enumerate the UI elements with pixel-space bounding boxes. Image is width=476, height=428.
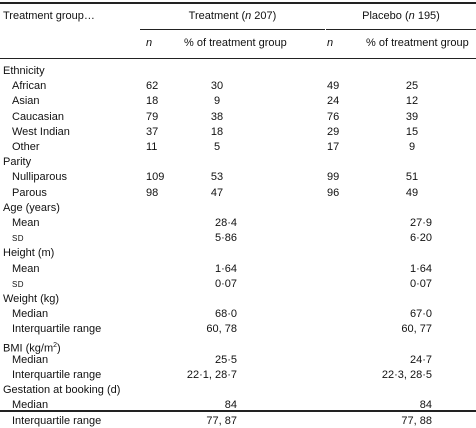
treatment-pct: 5 bbox=[213, 141, 221, 153]
placebo-pct: 12 bbox=[405, 95, 419, 108]
placebo-n-header: n bbox=[327, 37, 334, 49]
treatment-value: 5·86 bbox=[214, 232, 237, 245]
top-rule bbox=[0, 2, 476, 4]
treatment-n: 98 bbox=[146, 186, 159, 199]
placebo-pct: 49 bbox=[405, 186, 419, 199]
treatment-pct: 53 bbox=[210, 171, 224, 184]
placebo-value: 60, 77 bbox=[401, 323, 432, 336]
placebo-value: 24·7 bbox=[409, 353, 432, 366]
stat-label: Interquartile range bbox=[12, 369, 102, 381]
placebo-group-rule bbox=[326, 29, 476, 30]
row-label: Other bbox=[12, 141, 40, 153]
placebo-n: 24 bbox=[327, 95, 340, 108]
stat-label: Interquartile range bbox=[12, 323, 102, 336]
treatment-value: 84 bbox=[224, 399, 237, 412]
stat-label: Interquartile range bbox=[12, 414, 102, 427]
stat-label: SD bbox=[12, 234, 24, 244]
row-label: West Indian bbox=[12, 125, 70, 138]
placebo-pct: 51 bbox=[405, 171, 419, 184]
bmi-title: BMI (kg/m2) bbox=[3, 341, 61, 355]
ethnicity-title: Ethnicity bbox=[3, 65, 45, 77]
placebo-value: 84 bbox=[419, 399, 432, 412]
stat-label: Mean bbox=[12, 262, 40, 275]
treatment-value: 68·0 bbox=[214, 308, 237, 321]
treatment-value: 0·07 bbox=[214, 277, 237, 290]
row-label: Asian bbox=[12, 95, 40, 108]
treatment-n: 37 bbox=[146, 125, 159, 138]
treatment-value: 28·4 bbox=[214, 217, 237, 229]
parity-title: Parity bbox=[3, 156, 32, 169]
placebo-header: Placebo (n 195) bbox=[362, 10, 440, 22]
treatment-pct: 18 bbox=[210, 125, 224, 138]
treatment-pct: 47 bbox=[210, 186, 224, 199]
placebo-n: 17 bbox=[327, 141, 340, 153]
treatment-n: 62 bbox=[146, 80, 159, 93]
treatment-n: 11 bbox=[146, 141, 158, 153]
treatment-value: 1·64 bbox=[214, 262, 237, 275]
treatment-pct: 9 bbox=[213, 95, 221, 108]
placebo-pct-header: % of treatment group bbox=[366, 37, 469, 49]
stat-label: Mean bbox=[12, 217, 40, 229]
treatment-header: Treatment (n 207) bbox=[188, 10, 277, 22]
group-header: Treatment group… bbox=[3, 10, 95, 22]
row-label: Caucasian bbox=[12, 110, 64, 123]
treatment-value: 25·5 bbox=[214, 353, 237, 366]
placebo-n: 49 bbox=[327, 80, 340, 93]
treatment-n: 109 bbox=[146, 171, 165, 184]
placebo-n: 96 bbox=[327, 186, 340, 199]
placebo-pct: 9 bbox=[408, 141, 416, 153]
placebo-value: 27·9 bbox=[409, 217, 432, 229]
weight-title: Weight (kg) bbox=[3, 293, 60, 305]
treatment-pct: 38 bbox=[210, 110, 224, 123]
treatment-value: 22·1, 28·7 bbox=[186, 369, 237, 381]
header-rule bbox=[0, 58, 476, 59]
bottom-rule bbox=[0, 410, 476, 412]
placebo-value: 6·20 bbox=[409, 232, 432, 245]
stat-label: Median bbox=[12, 399, 49, 412]
placebo-value: 22·3, 28·5 bbox=[381, 369, 432, 381]
stat-label: Median bbox=[12, 308, 49, 321]
placebo-pct: 25 bbox=[405, 80, 419, 93]
placebo-n: 29 bbox=[327, 125, 340, 138]
age-title: Age (years) bbox=[3, 201, 60, 214]
stat-label: SD bbox=[12, 279, 24, 289]
treatment-n: 18 bbox=[146, 95, 159, 108]
treatment-n-header: n bbox=[146, 37, 153, 49]
treatment-pct: 30 bbox=[210, 80, 224, 93]
placebo-pct: 39 bbox=[405, 110, 419, 123]
treatment-value: 77, 87 bbox=[206, 414, 237, 427]
row-label: Nulliparous bbox=[12, 171, 68, 184]
placebo-value: 1·64 bbox=[409, 262, 432, 275]
gestation-title: Gestation at booking (d) bbox=[3, 384, 121, 397]
placebo-value: 0·07 bbox=[409, 277, 432, 290]
placebo-value: 77, 88 bbox=[401, 414, 432, 427]
treatment-pct-header: % of treatment group bbox=[184, 37, 287, 49]
placebo-value: 67·0 bbox=[409, 308, 432, 321]
treatment-value: 60, 78 bbox=[206, 323, 237, 336]
placebo-n: 76 bbox=[327, 110, 340, 123]
treatment-n: 79 bbox=[146, 110, 159, 123]
treatment-group-rule bbox=[140, 29, 325, 30]
height-title: Height (m) bbox=[3, 247, 55, 260]
placebo-pct: 15 bbox=[405, 125, 419, 138]
row-label: African bbox=[12, 80, 47, 93]
placebo-n: 99 bbox=[327, 171, 340, 184]
row-label: Parous bbox=[12, 186, 47, 199]
stat-label: Median bbox=[12, 353, 49, 366]
